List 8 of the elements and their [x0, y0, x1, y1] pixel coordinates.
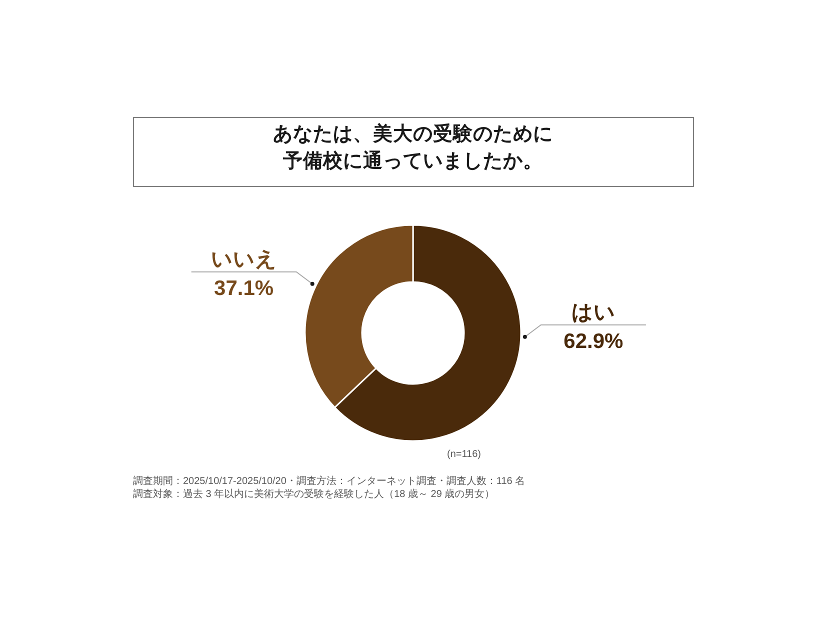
- slice-label: はい: [571, 300, 616, 324]
- text: 調査対象：過去 3 年以内に美術大学の受験を経験した人（18 歳～ 29 歳の男女）: [133, 488, 495, 500]
- text: 調査期間：2025/10/17-2025/10/20・調査方法：インターネット調査・調査人数：116 名: [133, 475, 526, 487]
- data-label: 62.9%: [564, 330, 624, 353]
- slice-label: いいえ: [210, 248, 277, 271]
- chart-title: あなたは、美大の受験のために予備校に通っていましたか。: [273, 122, 553, 172]
- text: (n=116): [446, 449, 482, 460]
- data-label: 37.1%: [214, 276, 274, 300]
